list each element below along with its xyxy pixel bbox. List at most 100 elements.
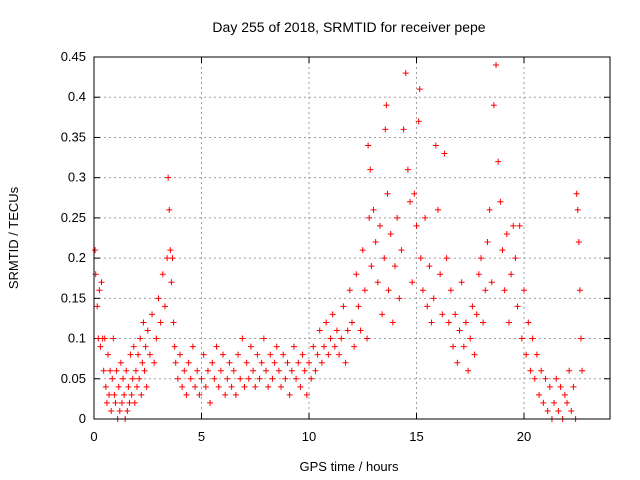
data-point bbox=[121, 391, 128, 398]
data-point bbox=[359, 247, 366, 254]
data-point bbox=[364, 335, 371, 342]
data-point bbox=[323, 319, 330, 326]
data-point bbox=[450, 343, 457, 350]
data-point bbox=[120, 375, 127, 382]
data-point bbox=[475, 271, 482, 278]
data-point bbox=[290, 343, 297, 350]
y-tick-label: 0.4 bbox=[68, 89, 86, 104]
data-point bbox=[542, 375, 549, 382]
data-point bbox=[303, 391, 310, 398]
y-tick-label: 0.1 bbox=[68, 331, 86, 346]
data-point bbox=[278, 383, 285, 390]
data-point bbox=[505, 319, 512, 326]
data-point bbox=[465, 367, 472, 374]
data-point bbox=[192, 383, 199, 390]
data-points bbox=[92, 62, 586, 422]
data-point bbox=[200, 351, 207, 358]
data-point bbox=[329, 311, 336, 318]
data-point bbox=[204, 367, 211, 374]
data-point bbox=[226, 359, 233, 366]
data-point bbox=[413, 222, 420, 229]
data-point bbox=[97, 343, 104, 350]
data-point bbox=[325, 351, 332, 358]
data-point bbox=[143, 383, 150, 390]
y-tick-label: 0.2 bbox=[68, 250, 86, 265]
data-point bbox=[357, 327, 364, 334]
data-point bbox=[107, 367, 114, 374]
data-point bbox=[381, 255, 388, 262]
data-point bbox=[411, 190, 418, 197]
data-point bbox=[267, 351, 274, 358]
data-point bbox=[445, 319, 452, 326]
data-point bbox=[273, 343, 280, 350]
data-point bbox=[138, 391, 145, 398]
data-point bbox=[441, 150, 448, 157]
data-point bbox=[503, 230, 510, 237]
data-point bbox=[141, 367, 148, 374]
data-point bbox=[174, 375, 181, 382]
data-point bbox=[424, 303, 431, 310]
data-point bbox=[132, 367, 139, 374]
data-point bbox=[166, 206, 173, 213]
data-point bbox=[564, 399, 570, 406]
data-point bbox=[115, 383, 122, 390]
data-point bbox=[237, 375, 244, 382]
data-point bbox=[220, 351, 226, 358]
data-point bbox=[398, 247, 405, 254]
data-point bbox=[437, 271, 444, 278]
data-point bbox=[146, 351, 153, 358]
data-point bbox=[409, 279, 416, 286]
data-point bbox=[501, 287, 508, 294]
data-point bbox=[561, 391, 568, 398]
data-point bbox=[551, 399, 558, 406]
data-point bbox=[140, 319, 147, 326]
data-point bbox=[202, 383, 209, 390]
data-point bbox=[136, 375, 143, 382]
data-point bbox=[338, 335, 345, 342]
data-point bbox=[376, 222, 383, 229]
data-point bbox=[460, 343, 467, 350]
data-point bbox=[318, 359, 325, 366]
data-point bbox=[432, 142, 439, 149]
data-point bbox=[555, 407, 562, 414]
data-point bbox=[482, 287, 489, 294]
data-point bbox=[106, 391, 113, 398]
data-point bbox=[96, 287, 103, 294]
data-point bbox=[368, 263, 375, 270]
data-point bbox=[126, 399, 133, 406]
data-point bbox=[512, 255, 519, 262]
data-point bbox=[142, 343, 149, 350]
data-point bbox=[443, 255, 450, 262]
data-point bbox=[456, 327, 463, 334]
data-point bbox=[263, 367, 269, 374]
data-point bbox=[546, 383, 553, 390]
data-point bbox=[336, 351, 343, 358]
data-point bbox=[416, 86, 423, 93]
data-point bbox=[365, 142, 372, 149]
data-point bbox=[198, 375, 205, 382]
data-point bbox=[170, 319, 177, 326]
data-point bbox=[260, 335, 267, 342]
y-tick-label: 0.15 bbox=[61, 290, 86, 305]
data-point bbox=[346, 287, 353, 294]
data-point bbox=[525, 319, 532, 326]
data-point bbox=[447, 287, 454, 294]
data-point bbox=[159, 271, 166, 278]
data-point bbox=[280, 351, 287, 358]
data-point bbox=[495, 158, 502, 165]
data-point bbox=[333, 327, 340, 334]
data-point bbox=[478, 255, 484, 262]
data-point bbox=[361, 287, 368, 294]
data-point bbox=[211, 375, 218, 382]
data-point bbox=[523, 351, 530, 358]
data-point bbox=[538, 367, 545, 374]
data-point bbox=[490, 102, 497, 109]
grid-lines bbox=[94, 57, 610, 419]
data-point bbox=[137, 335, 144, 342]
data-point bbox=[213, 343, 220, 350]
data-point bbox=[439, 311, 446, 318]
data-point bbox=[467, 335, 474, 342]
data-point bbox=[402, 70, 409, 77]
data-point bbox=[217, 367, 224, 374]
data-point bbox=[293, 375, 300, 382]
